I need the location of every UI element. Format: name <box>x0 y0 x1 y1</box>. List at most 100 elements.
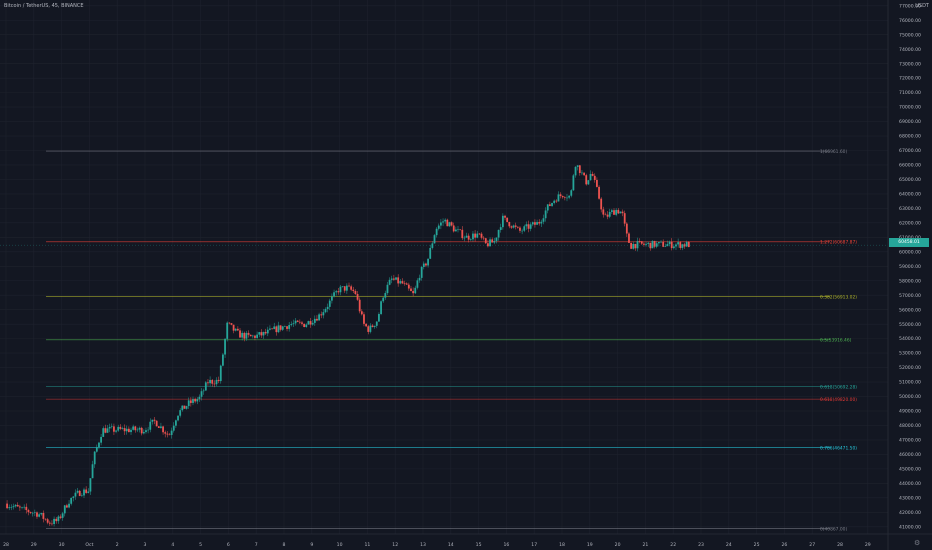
candle-body <box>645 243 647 245</box>
candle-body <box>380 301 382 315</box>
candle-body <box>127 428 130 433</box>
candle-body <box>677 242 680 245</box>
candle-body <box>89 478 92 492</box>
candle-body <box>185 406 188 409</box>
candle-body <box>497 229 500 238</box>
candle-body <box>591 173 594 176</box>
candle-body <box>269 328 271 330</box>
candle-body <box>538 222 541 224</box>
price-tick-label: 41000.00 <box>899 524 921 530</box>
candle-body <box>110 426 113 427</box>
candle-body <box>273 326 276 330</box>
candle-body <box>132 426 135 430</box>
candle-body <box>303 323 306 328</box>
price-tick-label: 53000.00 <box>899 351 921 357</box>
candle-body <box>604 214 607 216</box>
candle-body <box>444 219 447 222</box>
candle-body <box>687 242 690 248</box>
candle-body <box>115 430 117 432</box>
candle-body <box>320 314 323 316</box>
candle-body <box>125 428 128 432</box>
price-tick-label: 70000.00 <box>899 105 921 111</box>
candle-body <box>119 426 122 429</box>
candle-body <box>452 225 455 232</box>
candle-body <box>450 222 453 226</box>
price-tick-label: 50000.00 <box>899 394 921 400</box>
candle-body <box>527 224 530 229</box>
candle-body <box>147 429 150 431</box>
price-tick-label: 55000.00 <box>899 322 921 328</box>
candle-body <box>495 237 498 242</box>
candle-body <box>548 204 551 206</box>
candle-body <box>251 335 254 337</box>
candle-body <box>168 434 171 436</box>
candle-body <box>104 428 107 433</box>
candle-body <box>598 186 600 199</box>
fib-level-label: 0.382(56913.02) <box>820 294 857 300</box>
candle-body <box>540 221 543 224</box>
candle-body <box>429 247 432 259</box>
candle-body <box>407 284 410 289</box>
candle-body <box>175 420 177 426</box>
candle-body <box>559 194 562 196</box>
time-tick-label: 3 <box>144 542 147 548</box>
fib-level-label: 0.5(53916.46) <box>820 338 852 344</box>
candle-body <box>31 512 34 514</box>
candle-body <box>454 229 457 232</box>
candle-body <box>181 405 184 411</box>
candle-body <box>262 331 265 336</box>
time-tick-label: 9 <box>310 542 313 548</box>
candle-body <box>222 354 224 366</box>
candle-body <box>236 328 239 331</box>
price-tick-label: 66000.00 <box>899 163 921 169</box>
candle-body <box>657 241 660 244</box>
candle-body <box>412 291 415 294</box>
candle-body <box>328 300 331 307</box>
candle-body <box>226 322 229 339</box>
symbol-title[interactable]: Bitcoin / TetherUS, 45, BINANCE <box>4 3 84 9</box>
candle-body <box>275 326 278 333</box>
candle-body <box>192 399 194 403</box>
candle-body <box>283 326 286 327</box>
candle-body <box>23 506 26 508</box>
candle-body <box>63 505 66 514</box>
candle-body <box>354 291 357 294</box>
candle-body <box>309 321 312 325</box>
candle-body <box>245 332 248 339</box>
candle-body <box>140 427 143 434</box>
time-tick-label: 7 <box>255 542 258 548</box>
candle-body <box>382 297 385 302</box>
candle-body <box>78 490 81 496</box>
candle-body <box>151 419 154 422</box>
candle-body <box>98 442 100 448</box>
price-tick-label: 54000.00 <box>899 336 921 342</box>
candle-body <box>108 426 111 429</box>
price-tick-label: 74000.00 <box>899 47 921 53</box>
candle-body <box>685 242 688 247</box>
candle-body <box>200 391 203 397</box>
candle-body <box>367 326 370 332</box>
candle-body <box>602 209 605 215</box>
candle-body <box>29 512 32 513</box>
candle-body <box>457 229 459 231</box>
price-tick-label: 43000.00 <box>899 495 921 501</box>
candle-body <box>331 296 333 301</box>
fib-level-label: 1(66961.60) <box>820 149 847 155</box>
time-tick-label: 10 <box>337 542 343 548</box>
candle-body <box>461 229 464 239</box>
candle-body <box>337 291 340 293</box>
candle-body <box>356 293 359 300</box>
candle-body <box>442 221 444 223</box>
candle-body <box>326 306 329 310</box>
candle-body <box>363 314 365 324</box>
candle-body <box>160 426 162 428</box>
candle-body <box>155 420 158 427</box>
candle-body <box>469 239 472 240</box>
candle-body <box>80 495 83 497</box>
price-tick-label: 77000.00 <box>899 3 921 9</box>
gear-icon[interactable]: ⚙ <box>914 539 921 547</box>
candle-body <box>298 321 301 323</box>
price-tick-label: 44000.00 <box>899 481 921 487</box>
